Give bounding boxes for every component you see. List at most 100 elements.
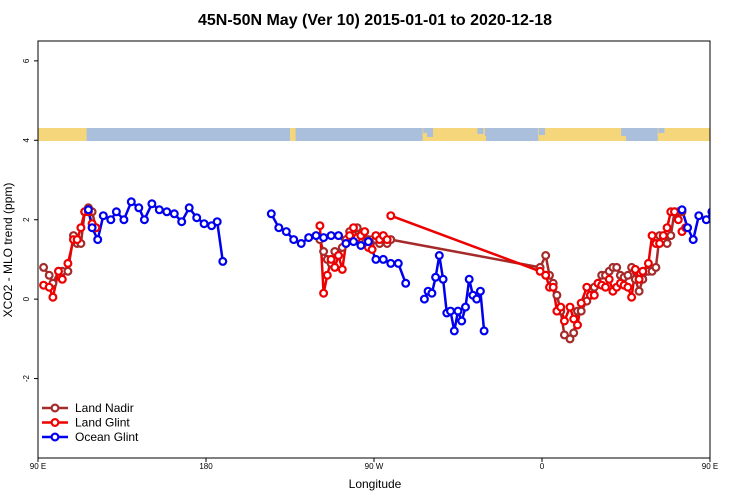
data-point [565, 302, 575, 312]
legend-label: Land Nadir [75, 401, 134, 415]
x-axis: 90 E 180 90 W 0 90 E [30, 458, 718, 471]
x-tick-label: 90 W [365, 462, 384, 471]
data-point [349, 223, 359, 233]
data-point [134, 203, 144, 213]
data-point [319, 233, 329, 243]
x-axis-label: Longitude [349, 477, 402, 491]
data-point [431, 272, 441, 282]
data-point [638, 266, 648, 276]
data-point [330, 262, 340, 272]
legend-swatch-marker [50, 403, 60, 413]
data-point [44, 270, 54, 280]
data-point [274, 223, 284, 233]
map-strip-coast [281, 128, 288, 135]
data-point [326, 254, 336, 264]
data-point [472, 294, 482, 304]
data-point [634, 274, 644, 284]
map-strip-coast [621, 128, 628, 136]
data-point [207, 221, 217, 231]
data-point [48, 292, 58, 302]
chart-title: 45N-50N May (Ver 10) 2015-01-01 to 2020-… [198, 12, 552, 29]
data-point [334, 231, 344, 241]
data-point [111, 207, 121, 217]
data-point [386, 211, 396, 221]
y-tick-label: 0 [22, 296, 31, 301]
legend-label: Ocean Glint [75, 430, 139, 444]
data-point [378, 254, 388, 264]
x-tick-label: 90 E [30, 462, 46, 471]
data-point [63, 258, 73, 268]
data-point [106, 215, 116, 225]
data-point [39, 262, 49, 272]
data-point [559, 316, 569, 326]
map-strip-coast [477, 128, 484, 134]
data-point [83, 205, 93, 215]
data-point [360, 227, 370, 237]
y-axis-label: XCO2 - MLO trend (ppm) [1, 183, 15, 318]
y-axis: -2 0 2 4 6 [22, 58, 38, 382]
data-point [349, 237, 359, 247]
data-point [647, 231, 657, 241]
map-strip-coast [539, 128, 545, 135]
data-point [582, 282, 592, 292]
data-point [345, 231, 355, 241]
data-point [572, 320, 582, 330]
data-point [662, 239, 672, 249]
data-point [57, 274, 67, 284]
data-point [44, 282, 54, 292]
map-strip-ocean [295, 128, 423, 141]
y-tick-label: 2 [22, 217, 31, 222]
x-tick-label: 0 [540, 462, 545, 471]
data-point [356, 241, 366, 251]
data-point [464, 274, 474, 284]
y-tick-label: 4 [22, 138, 31, 143]
data-point [673, 215, 683, 225]
data-point [139, 215, 149, 225]
data-point [386, 258, 396, 268]
data-point [334, 251, 344, 261]
data-point [541, 270, 551, 280]
data-point [371, 254, 381, 264]
data-point [666, 231, 676, 241]
map-strip-coast [658, 128, 665, 133]
data-point [434, 251, 444, 261]
data-point [53, 266, 63, 276]
data-point [576, 306, 586, 316]
data-point [604, 274, 614, 284]
data-point [600, 282, 610, 292]
data-point [569, 328, 579, 338]
data-point [341, 239, 351, 249]
data-point [281, 227, 291, 237]
y-tick-label: -2 [22, 374, 31, 382]
data-point [93, 235, 103, 245]
data-point [630, 264, 640, 274]
data-point [623, 270, 633, 280]
map-strip-ocean [86, 128, 291, 141]
data-point [535, 266, 545, 276]
data-point [612, 262, 622, 272]
data-point [627, 292, 637, 302]
data-point [199, 219, 209, 229]
data-point [576, 298, 586, 308]
data-point [363, 237, 373, 247]
map-strip [38, 128, 710, 141]
map-strip-coast [423, 128, 430, 133]
series-layer [39, 197, 710, 344]
data-point [438, 274, 448, 284]
data-point [427, 288, 437, 298]
data-point [475, 286, 485, 296]
data-point [296, 239, 306, 249]
map-strip-ocean [626, 128, 658, 141]
data-point [177, 217, 187, 227]
data-point [701, 215, 710, 225]
data-point [319, 247, 329, 257]
data-point [63, 266, 73, 276]
data-point [192, 213, 202, 223]
data-point [655, 239, 665, 249]
data-point [565, 334, 575, 344]
data-point [393, 258, 403, 268]
data-point [556, 302, 566, 312]
data-point [479, 326, 489, 336]
